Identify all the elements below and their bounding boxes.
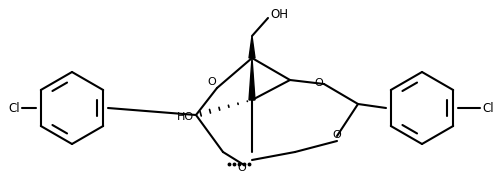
Text: O: O	[332, 130, 341, 140]
Text: O: O	[207, 77, 216, 87]
Text: O: O	[314, 78, 323, 88]
Text: Cl: Cl	[481, 102, 493, 115]
Polygon shape	[248, 36, 255, 58]
Text: Cl: Cl	[8, 102, 20, 115]
Text: HO: HO	[176, 112, 193, 122]
Text: O: O	[237, 163, 246, 173]
Polygon shape	[248, 58, 255, 100]
Text: OH: OH	[270, 8, 288, 21]
